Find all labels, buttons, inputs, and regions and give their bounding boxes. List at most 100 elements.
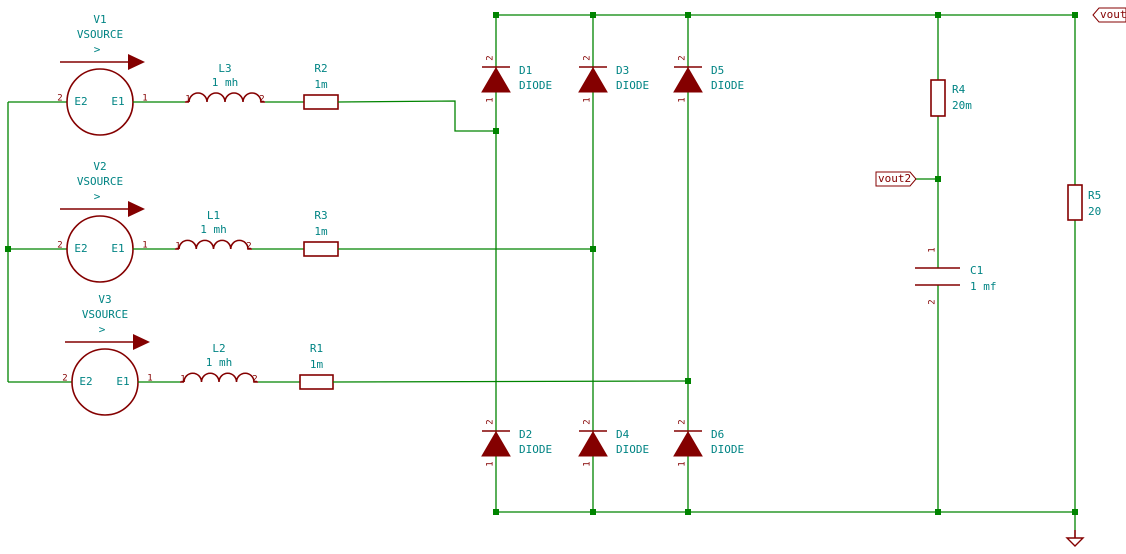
junction bbox=[493, 12, 499, 18]
label: 1 bbox=[583, 97, 593, 102]
arrow-head bbox=[128, 201, 145, 217]
label: 2 bbox=[57, 94, 62, 104]
label: 2 bbox=[246, 242, 251, 252]
label: DIODE bbox=[519, 79, 552, 92]
label: > bbox=[94, 43, 101, 56]
label: D2 bbox=[519, 428, 532, 441]
label: 1m bbox=[314, 78, 328, 91]
label: 2 bbox=[678, 419, 688, 424]
label: 2 bbox=[583, 419, 593, 424]
label: > bbox=[94, 190, 101, 203]
diode bbox=[481, 431, 511, 457]
label: E1 bbox=[116, 375, 129, 388]
resistor bbox=[303, 241, 339, 257]
label: 2 bbox=[57, 241, 62, 251]
label: D4 bbox=[616, 428, 630, 441]
label: VSOURCE bbox=[77, 28, 123, 41]
arrow-head bbox=[128, 54, 145, 70]
junction bbox=[935, 509, 941, 515]
resistor bbox=[1067, 184, 1083, 221]
label: DIODE bbox=[519, 443, 552, 456]
label: 1 mh bbox=[200, 223, 227, 236]
label: 1 bbox=[142, 94, 147, 104]
label: 1 bbox=[486, 461, 496, 466]
junction bbox=[1072, 12, 1078, 18]
label: L3 bbox=[218, 62, 231, 75]
label: vout bbox=[1100, 8, 1126, 21]
label: D5 bbox=[711, 64, 724, 77]
net-label bbox=[1092, 7, 1126, 23]
label: vout2 bbox=[878, 172, 911, 185]
resistor bbox=[303, 94, 339, 110]
label: 1 bbox=[142, 241, 147, 251]
junction bbox=[590, 12, 596, 18]
junction bbox=[1072, 509, 1078, 515]
label: DIODE bbox=[711, 79, 744, 92]
arrow-head bbox=[133, 334, 150, 350]
junction bbox=[590, 509, 596, 515]
label: L2 bbox=[212, 342, 225, 355]
label: DIODE bbox=[616, 443, 649, 456]
label: R1 bbox=[310, 342, 323, 355]
label: D3 bbox=[616, 64, 629, 77]
label: VSOURCE bbox=[77, 175, 123, 188]
label: 1m bbox=[314, 225, 328, 238]
label: 1 bbox=[180, 375, 185, 385]
label: R3 bbox=[314, 209, 327, 222]
label: R2 bbox=[314, 62, 327, 75]
label: 1 bbox=[928, 247, 938, 252]
junction bbox=[5, 246, 11, 252]
label: V3 bbox=[98, 293, 111, 306]
label: 1 bbox=[678, 461, 688, 466]
diode bbox=[673, 431, 703, 457]
label: D1 bbox=[519, 64, 532, 77]
label: R5 bbox=[1088, 189, 1101, 202]
inductor bbox=[185, 92, 265, 103]
label: 2 bbox=[62, 374, 67, 384]
label: V1 bbox=[93, 13, 106, 26]
diode bbox=[481, 67, 511, 93]
junction bbox=[935, 12, 941, 18]
label: L1 bbox=[207, 209, 220, 222]
label: E1 bbox=[111, 242, 124, 255]
resistor bbox=[930, 79, 946, 117]
label: > bbox=[99, 323, 106, 336]
inductor bbox=[180, 372, 258, 383]
junction bbox=[685, 509, 691, 515]
label: DIODE bbox=[711, 443, 744, 456]
label: D6 bbox=[711, 428, 724, 441]
label: 1 mh bbox=[212, 76, 239, 89]
label: 2 bbox=[583, 55, 593, 60]
wire bbox=[337, 100, 496, 132]
label: V2 bbox=[93, 160, 106, 173]
label: 2 bbox=[486, 55, 496, 60]
label: 2 bbox=[486, 419, 496, 424]
inductor bbox=[175, 239, 252, 250]
label: 20m bbox=[952, 99, 972, 112]
label: 1 bbox=[486, 97, 496, 102]
label: 2 bbox=[928, 299, 938, 304]
label: 2 bbox=[259, 95, 264, 105]
label: 1 bbox=[678, 97, 688, 102]
label: E1 bbox=[111, 95, 124, 108]
label: 20 bbox=[1088, 205, 1101, 218]
label: 1 bbox=[583, 461, 593, 466]
label: 1 mf bbox=[970, 280, 997, 293]
label: 1m bbox=[310, 358, 324, 371]
label: C1 bbox=[970, 264, 983, 277]
net-label bbox=[875, 171, 917, 187]
label: 1 bbox=[185, 95, 190, 105]
label: 1 bbox=[175, 242, 180, 252]
label: 1 mh bbox=[206, 356, 233, 369]
resistor bbox=[299, 374, 334, 390]
diode bbox=[673, 67, 703, 93]
junction bbox=[493, 509, 499, 515]
label: R4 bbox=[952, 83, 966, 96]
label: E2 bbox=[79, 375, 92, 388]
label: VSOURCE bbox=[82, 308, 128, 321]
wire bbox=[332, 380, 689, 383]
label: DIODE bbox=[616, 79, 649, 92]
label: E2 bbox=[74, 242, 87, 255]
diode bbox=[578, 431, 608, 457]
